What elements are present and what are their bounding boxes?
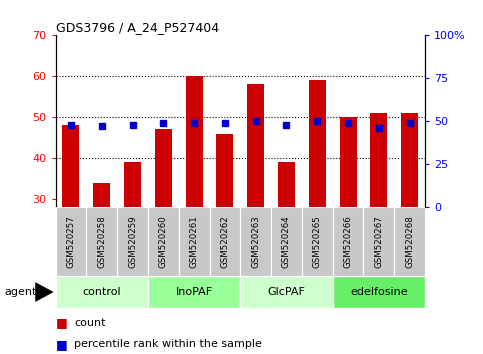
- Bar: [62, 125, 79, 207]
- Bar: [394, 207, 425, 276]
- Bar: [210, 207, 240, 276]
- Text: GSM520262: GSM520262: [220, 215, 229, 268]
- Bar: [271, 207, 302, 276]
- Bar: [240, 276, 333, 308]
- Bar: [56, 276, 148, 308]
- Bar: [302, 207, 333, 276]
- Bar: [155, 130, 172, 207]
- Bar: [185, 76, 202, 207]
- Text: ■: ■: [56, 338, 67, 350]
- Text: GlcPAF: GlcPAF: [268, 287, 305, 297]
- Text: GSM520257: GSM520257: [67, 215, 75, 268]
- Text: InoPAF: InoPAF: [175, 287, 213, 297]
- Bar: [340, 117, 356, 207]
- Text: edelfosine: edelfosine: [350, 287, 408, 297]
- Bar: [216, 133, 233, 207]
- Text: percentile rank within the sample: percentile rank within the sample: [74, 339, 262, 349]
- Bar: [93, 183, 110, 207]
- Bar: [179, 207, 210, 276]
- Text: control: control: [83, 287, 121, 297]
- Text: GSM520265: GSM520265: [313, 215, 322, 268]
- Text: GSM520264: GSM520264: [282, 215, 291, 268]
- Text: GSM520260: GSM520260: [159, 215, 168, 268]
- Text: count: count: [74, 318, 105, 328]
- Text: GSM520261: GSM520261: [190, 215, 199, 268]
- Text: GSM520259: GSM520259: [128, 215, 137, 268]
- Bar: [124, 162, 141, 207]
- Text: GSM520267: GSM520267: [374, 215, 384, 268]
- Bar: [247, 85, 264, 207]
- Text: GSM520266: GSM520266: [343, 215, 353, 268]
- Text: agent: agent: [5, 287, 37, 297]
- Bar: [117, 207, 148, 276]
- Bar: [240, 207, 271, 276]
- Text: GSM520263: GSM520263: [251, 215, 260, 268]
- Bar: [309, 80, 326, 207]
- Text: GDS3796 / A_24_P527404: GDS3796 / A_24_P527404: [56, 21, 219, 34]
- Bar: [56, 207, 86, 276]
- Text: ■: ■: [56, 316, 67, 329]
- Bar: [401, 113, 418, 207]
- Text: GSM520258: GSM520258: [97, 215, 106, 268]
- Bar: [278, 162, 295, 207]
- Bar: [148, 276, 241, 308]
- Polygon shape: [35, 282, 54, 302]
- Bar: [86, 207, 117, 276]
- Text: GSM520268: GSM520268: [405, 215, 414, 268]
- Bar: [333, 276, 425, 308]
- Bar: [148, 207, 179, 276]
- Bar: [364, 207, 394, 276]
- Bar: [370, 113, 387, 207]
- Bar: [333, 207, 364, 276]
